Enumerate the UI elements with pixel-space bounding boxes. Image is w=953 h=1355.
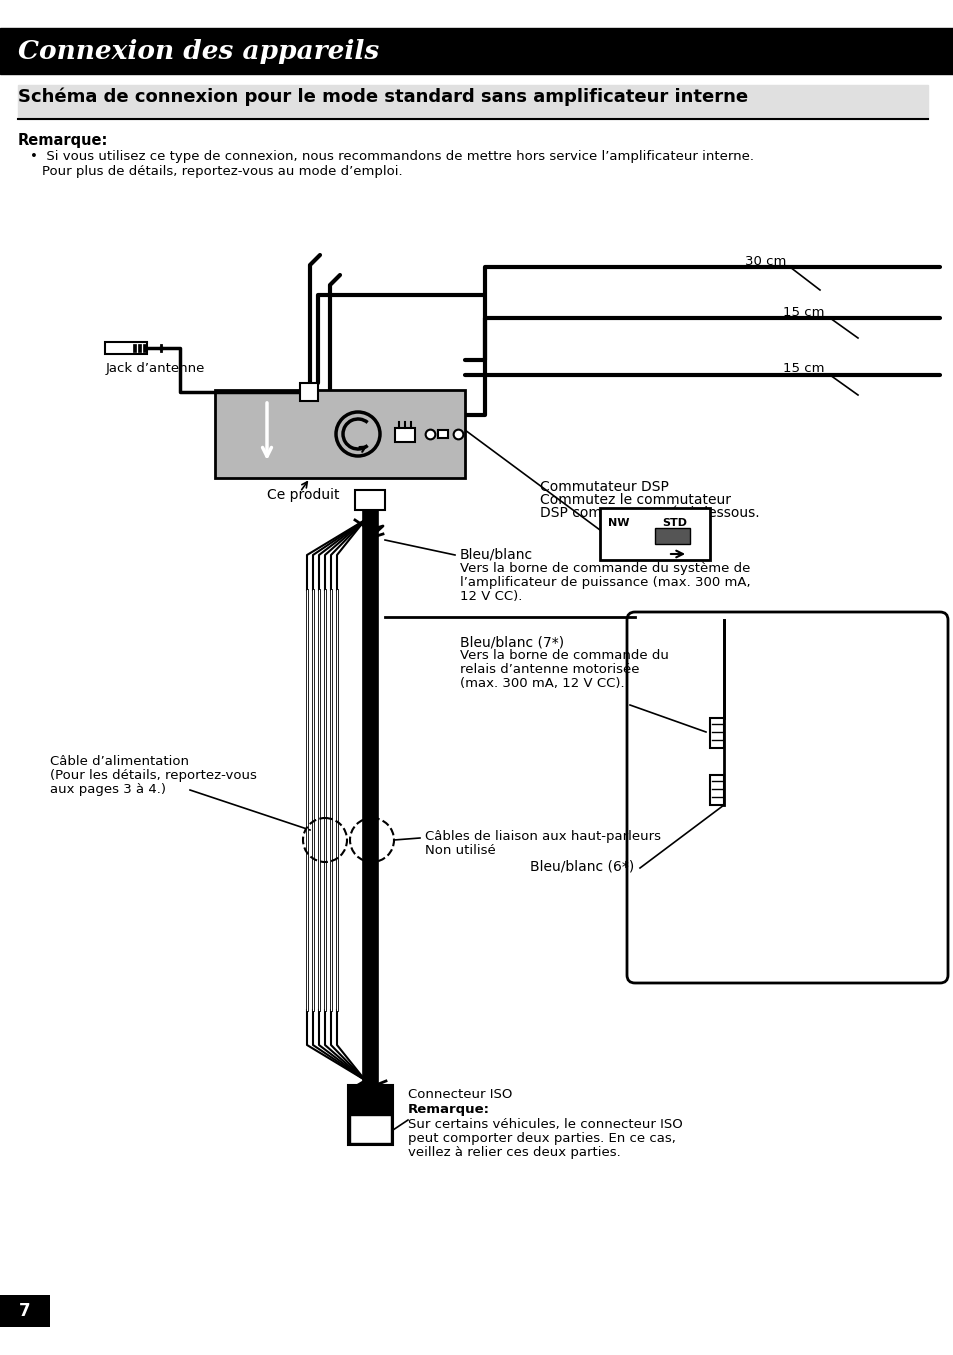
- Bar: [0, 28, 953, 75]
- Text: Commutateur DSP: Commutateur DSP: [539, 480, 668, 495]
- Text: 7: 7: [19, 1302, 30, 1320]
- Text: Vers la borne de commande du: Vers la borne de commande du: [459, 649, 668, 663]
- Bar: [355, 491, 385, 509]
- Text: 30 cm: 30 cm: [744, 255, 785, 268]
- Text: relais d’antenne motorisée: relais d’antenne motorisée: [459, 663, 639, 676]
- Bar: [437, 430, 448, 438]
- Bar: [395, 428, 415, 442]
- Bar: [599, 508, 709, 560]
- Text: (max. 300 mA, 12 V CC).: (max. 300 mA, 12 V CC).: [459, 678, 624, 690]
- Text: peut comporter deux parties. En ce cas,: peut comporter deux parties. En ce cas,: [408, 1131, 675, 1145]
- Bar: [143, 344, 146, 352]
- Bar: [132, 344, 136, 352]
- Bar: [105, 341, 147, 354]
- Text: Bleu/blanc (7*): Bleu/blanc (7*): [459, 635, 563, 649]
- Text: Vers la borne de commande du système de: Vers la borne de commande du système de: [459, 562, 750, 575]
- Bar: [350, 1115, 391, 1144]
- Text: 12 V CC).: 12 V CC).: [459, 589, 522, 603]
- Bar: [138, 344, 141, 352]
- Text: NW: NW: [607, 518, 629, 528]
- Text: l’amplificateur de puissance (max. 300 mA,: l’amplificateur de puissance (max. 300 m…: [459, 576, 750, 589]
- Text: STD: STD: [661, 518, 686, 528]
- Text: Bleu/blanc: Bleu/blanc: [459, 547, 533, 562]
- Bar: [348, 1085, 393, 1145]
- Text: Câble d’alimentation: Câble d’alimentation: [50, 755, 189, 768]
- Bar: [709, 718, 723, 748]
- Text: Non utilisé: Non utilisé: [424, 844, 496, 856]
- Text: veillez à relier ces deux parties.: veillez à relier ces deux parties.: [408, 1146, 620, 1159]
- Text: aux pages 3 à 4.): aux pages 3 à 4.): [50, 783, 166, 795]
- Text: Ce produit: Ce produit: [267, 488, 339, 501]
- Text: Câbles de liaison aux haut-parleurs: Câbles de liaison aux haut-parleurs: [424, 831, 660, 843]
- Text: (Pour les détails, reportez-vous: (Pour les détails, reportez-vous: [50, 770, 256, 782]
- Bar: [655, 528, 689, 543]
- Text: 15 cm: 15 cm: [782, 362, 823, 375]
- Text: Remarque:: Remarque:: [408, 1103, 490, 1117]
- Text: •  Si vous utilisez ce type de connexion, nous recommandons de mettre hors servi: • Si vous utilisez ce type de connexion,…: [30, 150, 753, 163]
- Bar: [299, 383, 317, 401]
- Text: Commutez le commutateur: Commutez le commutateur: [539, 493, 730, 507]
- Text: Bleu/blanc (6*): Bleu/blanc (6*): [530, 860, 634, 874]
- Bar: [214, 390, 464, 478]
- Text: Connexion des appareils: Connexion des appareils: [18, 38, 379, 64]
- Bar: [18, 85, 927, 119]
- Text: Pour plus de détails, reportez-vous au mode d’emploi.: Pour plus de détails, reportez-vous au m…: [42, 165, 402, 178]
- Text: Connecteur ISO: Connecteur ISO: [408, 1088, 512, 1102]
- Bar: [709, 775, 723, 805]
- Text: Remarque:: Remarque:: [18, 133, 109, 148]
- Text: 15 cm: 15 cm: [782, 306, 823, 318]
- FancyBboxPatch shape: [626, 612, 947, 982]
- Text: Sur certains véhicules, le connecteur ISO: Sur certains véhicules, le connecteur IS…: [408, 1118, 682, 1131]
- Bar: [0, 1295, 50, 1327]
- Text: DSP comme montré ci-dessous.: DSP comme montré ci-dessous.: [539, 505, 759, 520]
- Text: Jack d’antenne: Jack d’antenne: [106, 362, 205, 375]
- Text: Schéma de connexion pour le mode standard sans amplificateur interne: Schéma de connexion pour le mode standar…: [18, 88, 747, 107]
